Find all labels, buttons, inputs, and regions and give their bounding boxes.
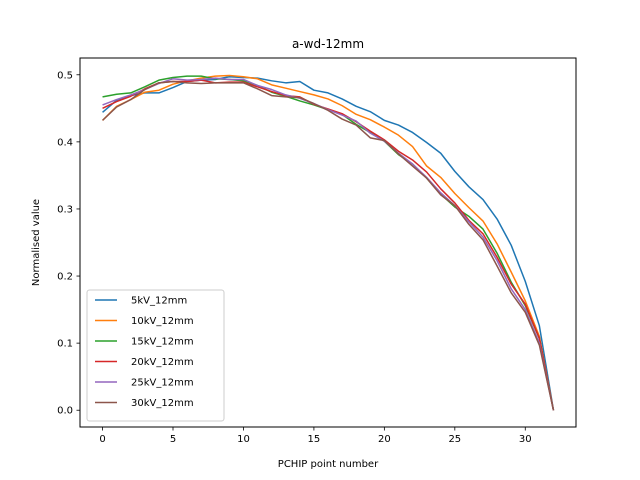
x-tick-label: 20 xyxy=(378,434,391,445)
y-tick-label: 0.4 xyxy=(57,137,73,148)
legend-label: 10kV_12mm xyxy=(131,316,194,327)
y-axis-label: Normalised value xyxy=(31,199,42,286)
x-tick-label: 5 xyxy=(170,434,176,445)
x-tick-label: 30 xyxy=(519,434,532,445)
x-tick-label: 25 xyxy=(448,434,461,445)
legend: 5kV_12mm 10kV_12mm 15kV_12mm 20kV_12mm 25kV_… xyxy=(86,289,225,422)
series-line-2 xyxy=(102,74,555,411)
series-line-6 xyxy=(102,80,555,411)
x-tick-label: 15 xyxy=(308,434,321,445)
legend-box xyxy=(86,289,225,422)
legend-label: 15kV_12mm xyxy=(131,337,194,348)
x-axis-label: PCHIP point number xyxy=(278,459,379,470)
series-line-1 xyxy=(102,76,555,411)
chart-title: a-wd-12mm xyxy=(292,37,364,51)
series-lines xyxy=(102,74,555,411)
y-tick-label: 0.2 xyxy=(57,272,73,283)
axis-ticks: 0 5 10 15 20 25 30 0.0 0.1 0.2 0.3 0.4 0.5 xyxy=(57,70,532,445)
y-tick-label: 0.3 xyxy=(57,204,73,215)
y-tick-label: 0.0 xyxy=(57,406,73,417)
plot-frame xyxy=(79,57,577,428)
legend-label: 30kV_12mm xyxy=(131,398,194,409)
y-tick-label: 0.5 xyxy=(57,70,73,81)
legend-label: 25kV_12mm xyxy=(131,378,194,389)
legend-label: 20kV_12mm xyxy=(131,357,194,368)
x-tick-label: 0 xyxy=(99,434,105,445)
x-tick-label: 10 xyxy=(237,434,250,445)
y-tick-label: 0.1 xyxy=(57,339,73,350)
legend-label: 5kV_12mm xyxy=(131,296,187,307)
